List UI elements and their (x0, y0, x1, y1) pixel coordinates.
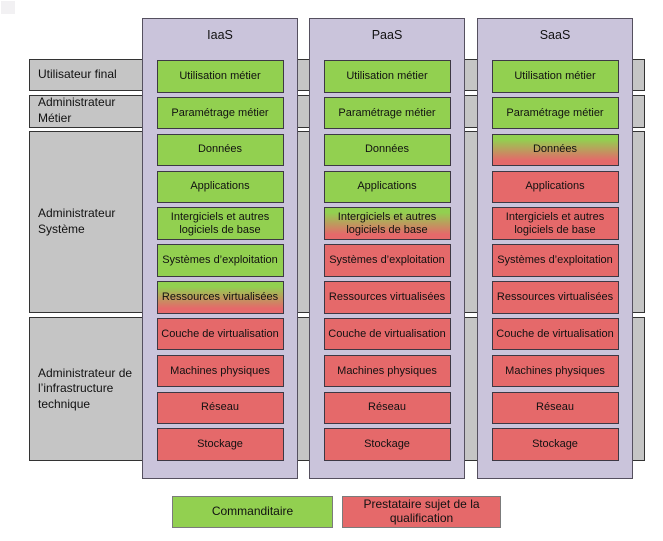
legend-item-red: Prestataire sujet de la qualification (342, 496, 501, 528)
role-band-label: Administrateur Métier (38, 95, 116, 125)
layer-box: Couche de virtualisation (156, 317, 284, 351)
layer-box: Stockage (156, 428, 284, 461)
legend-item-green: Commanditaire (172, 496, 333, 528)
layer-box: Applications (491, 170, 619, 204)
service-column-title: SaaS (539, 27, 571, 42)
layer-stack: Utilisation métier Paramétrage métier Donn… (478, 60, 632, 461)
role-band-label: Administrateur Système (38, 206, 116, 236)
role-band-label: Utilisateur final (38, 66, 117, 81)
layer-box: Stockage (491, 428, 619, 461)
layer-box: Applications (156, 170, 284, 204)
layer-box: Applications (323, 170, 451, 204)
layer-box: Couche de virtualisation (323, 317, 451, 351)
layer-box: Systèmes d’exploitation (491, 244, 619, 277)
layer-box: Données (156, 133, 284, 167)
layer-box: Systèmes d’exploitation (323, 244, 451, 277)
layer-box: Utilisation métier (491, 60, 619, 93)
corner-artifact (1, 1, 15, 14)
layer-box: Réseau (323, 391, 451, 425)
service-column-paas: PaaS Utilisation métier Paramétrage métie… (309, 18, 465, 479)
layer-box: Réseau (156, 391, 284, 425)
layer-box: Paramétrage métier (323, 96, 451, 130)
layer-box: Ressources virtualisées (491, 281, 619, 314)
layer-box: Ressources virtualisées (156, 281, 284, 314)
layer-box: Données (491, 133, 619, 167)
layer-box: Utilisation métier (156, 60, 284, 93)
service-column-saas: SaaS Utilisation métier Paramétrage métie… (477, 18, 633, 479)
layer-box: Intergiciels et autres logiciels de base (156, 207, 284, 240)
layer-box: Couche de virtualisation (491, 317, 619, 351)
layer-box: Réseau (491, 391, 619, 425)
layer-box: Paramétrage métier (491, 96, 619, 130)
layer-box: Stockage (323, 428, 451, 461)
layer-box: Données (323, 133, 451, 167)
layer-box: Machines physiques (491, 354, 619, 388)
layer-box: Utilisation métier (323, 60, 451, 93)
layer-box: Ressources virtualisées (323, 281, 451, 314)
layer-stack: Utilisation métier Paramétrage métier Donn… (143, 60, 297, 461)
role-band-label: Administrateur de l’infrastructure techn… (38, 365, 133, 411)
service-column-iaas: IaaS Utilisation métier Paramétrage métie… (142, 18, 298, 479)
service-column-title: PaaS (371, 27, 403, 42)
service-column-title: IaaS (207, 27, 233, 42)
layer-box: Systèmes d’exploitation (156, 244, 284, 277)
layer-box: Paramétrage métier (156, 96, 284, 130)
layer-box: Machines physiques (323, 354, 451, 388)
layer-box: Intergiciels et autres logiciels de base (323, 207, 451, 240)
layer-stack: Utilisation métier Paramétrage métier Donn… (310, 60, 464, 461)
layer-box: Intergiciels et autres logiciels de base (491, 207, 619, 240)
layer-box: Machines physiques (156, 354, 284, 388)
